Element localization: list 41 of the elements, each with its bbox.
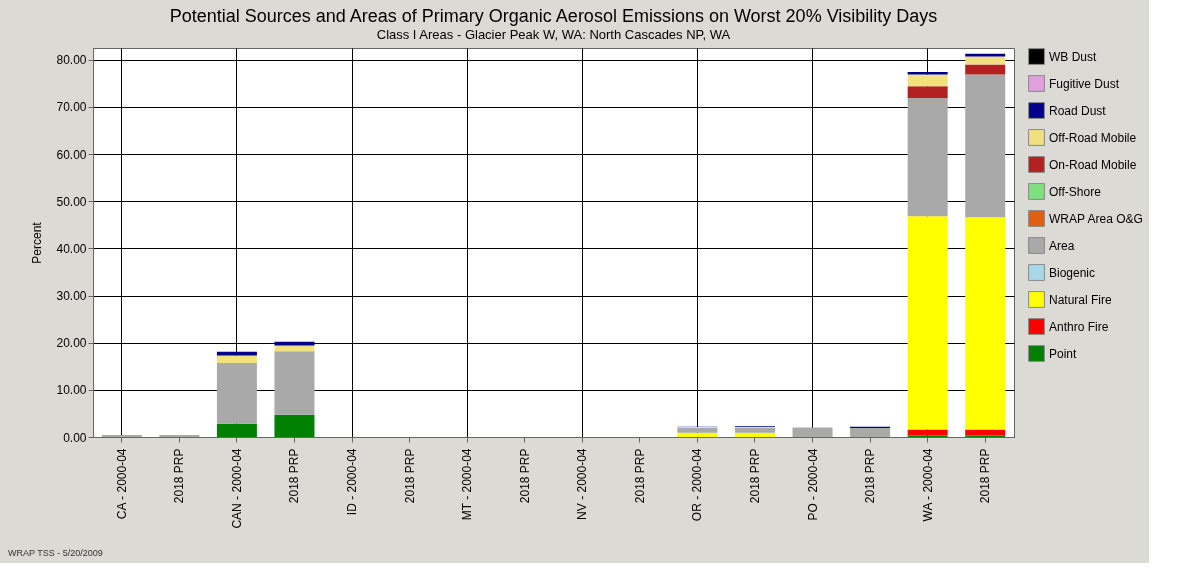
legend-label: WRAP Area O&G bbox=[1049, 211, 1143, 226]
x-tick-label: NV - 2000-04 bbox=[575, 448, 590, 520]
legend-label: WB Dust bbox=[1049, 49, 1097, 64]
legend-label: Fugitive Dust bbox=[1049, 76, 1120, 91]
x-tick-label: 2018 PRP bbox=[747, 448, 762, 504]
x-tick-label: 2018 PRP bbox=[517, 448, 532, 504]
y-tick-label: 80.00 bbox=[56, 53, 87, 68]
y-tick-label: 30.00 bbox=[56, 289, 87, 304]
y-tick-label: 40.00 bbox=[56, 241, 87, 256]
x-tick-label: PO - 2000-04 bbox=[805, 448, 820, 521]
x-tick-label: 2018 PRP bbox=[632, 448, 647, 504]
legend-label: Road Dust bbox=[1049, 103, 1107, 118]
text: WRAP TSS - 5/20/2009 bbox=[8, 548, 103, 558]
chart-title: Potential Sources and Areas of Primary Organic Aerosol Emissions on Worst 20% Visibility Days bbox=[169, 6, 938, 26]
legend-label: Off-Road Mobile bbox=[1049, 130, 1137, 145]
y-tick-label: 20.00 bbox=[56, 336, 87, 351]
y-tick-label: 60.00 bbox=[56, 147, 87, 162]
legend-label: On-Road Mobile bbox=[1049, 157, 1137, 172]
y-tick-label: 50.00 bbox=[56, 194, 87, 209]
x-tick-label: MT - 2000-04 bbox=[460, 448, 475, 521]
x-tick-label: WA - 2000-04 bbox=[920, 448, 935, 522]
legend-label: Natural Fire bbox=[1049, 292, 1113, 307]
y-axis-title: Percent bbox=[30, 221, 45, 264]
x-tick-label: CA - 2000-04 bbox=[114, 448, 129, 520]
x-tick-label: 2018 PRP bbox=[402, 448, 417, 504]
y-tick-label: 10.00 bbox=[56, 383, 87, 398]
x-tick-label: CAN - 2000-04 bbox=[229, 448, 244, 529]
legend-label: Anthro Fire bbox=[1049, 319, 1109, 334]
legend-label: Area bbox=[1049, 238, 1075, 253]
x-tick-label: 2018 PRP bbox=[172, 448, 187, 504]
chart-subtitle: Class I Areas - Glacier Peak W, WA: North Cascades NP, WA bbox=[376, 27, 731, 42]
x-tick-label: 2018 PRP bbox=[287, 448, 302, 504]
legend-label: Point bbox=[1049, 346, 1078, 361]
legend-label: Biogenic bbox=[1049, 265, 1096, 280]
y-tick-label: 70.00 bbox=[56, 100, 87, 115]
x-tick-label: 2018 PRP bbox=[978, 448, 993, 504]
legend-label: Off-Shore bbox=[1049, 184, 1102, 199]
x-tick-label: 2018 PRP bbox=[863, 448, 878, 504]
x-tick-label: ID - 2000-04 bbox=[345, 448, 360, 516]
x-tick-label: OR - 2000-04 bbox=[690, 448, 705, 522]
y-tick-label: 0.00 bbox=[63, 430, 87, 445]
